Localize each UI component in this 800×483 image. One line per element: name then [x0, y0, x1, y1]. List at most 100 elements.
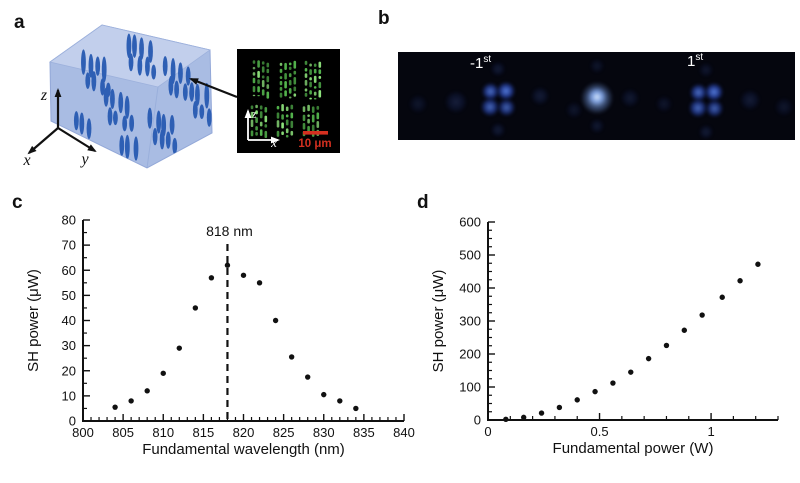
chi2-stripe: [304, 92, 308, 97]
chi2-stripe: [304, 79, 308, 86]
chi2-stripe: [293, 86, 297, 92]
chi2-stripe: [293, 76, 297, 85]
chi2-stripe: [257, 70, 260, 78]
poled-domains: [73, 33, 212, 161]
data-point: [272, 317, 279, 324]
diffraction-spot: [621, 89, 639, 107]
chi2-stripe: [259, 111, 263, 119]
domain-ellipse: [103, 87, 109, 107]
domain-ellipse: [73, 111, 79, 131]
x-axis-title: Fundamental wavelength (nm): [142, 441, 345, 458]
chi2-stripe: [307, 104, 310, 112]
chi2-stripe: [316, 112, 320, 120]
data-point: [610, 380, 616, 386]
domain-ellipse: [81, 49, 86, 75]
chi2-stripe: [293, 70, 297, 75]
domain-ellipse: [204, 82, 210, 109]
chi2-stripe: [259, 129, 263, 136]
domain-ellipse: [88, 53, 94, 78]
data-point: [337, 398, 343, 404]
y-tick-label: 60: [62, 263, 76, 278]
chi2-stripe: [264, 130, 268, 139]
data-point: [520, 414, 527, 421]
chi2-stripe: [264, 124, 268, 128]
chi2-stripe: [279, 86, 283, 91]
chi2-stripe: [261, 61, 265, 65]
diffraction-spot: [705, 83, 723, 101]
chi2-stripe: [309, 69, 312, 75]
data-point: [538, 410, 545, 416]
diffraction-spot: [740, 90, 760, 110]
domain-ellipse: [148, 40, 153, 63]
domain-ellipse: [126, 33, 132, 59]
zero-order-spot: [581, 82, 613, 114]
diffraction-spot: [481, 82, 499, 100]
chi2-stripe: [279, 80, 283, 86]
chi2-stripe: [284, 73, 287, 80]
chi2-stripe: [250, 130, 254, 137]
domain-ellipse: [152, 128, 158, 146]
y-tick-label: 30: [62, 338, 76, 353]
domain-ellipse: [95, 56, 101, 76]
diffraction-spot: [656, 96, 672, 112]
x-tick-label: 810: [152, 425, 174, 440]
chi2-stripe: [257, 95, 260, 97]
chi2-stripe: [288, 73, 292, 78]
x-tick-label: 0.5: [590, 424, 608, 439]
chi2-stripe: [304, 88, 308, 92]
y-tick-label: 40: [62, 313, 76, 328]
chi2-stripe: [255, 117, 258, 124]
diffraction-spot: [775, 98, 793, 116]
panel-c-label: c: [12, 192, 23, 213]
chi2-stripe: [290, 104, 294, 110]
inset-axis-z-label: z: [250, 106, 256, 121]
chi2-stripe: [288, 88, 292, 94]
y-tick-label: 50: [62, 288, 76, 303]
diffraction-spot: [409, 95, 427, 113]
y-axis-title: SH power (μW): [25, 269, 42, 372]
data-point: [681, 327, 688, 333]
chi2-stripe: [288, 79, 292, 86]
x-tick-label: 830: [313, 425, 335, 440]
chi2-stripe: [259, 121, 263, 127]
chi2-stripe: [288, 66, 292, 70]
chi2-stripe: [250, 111, 254, 119]
chi2-stripe: [318, 81, 322, 89]
data-point: [353, 405, 359, 412]
chi2-stripe: [302, 114, 306, 122]
diffraction-spot: [497, 82, 515, 100]
chi2-stripe: [261, 75, 265, 79]
chi2-stripe: [281, 104, 284, 112]
chi2-stripe: [252, 60, 256, 64]
domain-ellipse: [151, 64, 157, 80]
axis-y-arrow: [57, 127, 96, 152]
chi2-stripe: [302, 122, 306, 130]
chi2-stripe: [252, 72, 256, 76]
chi2-stripe: [250, 105, 254, 110]
domain-ellipse: [128, 53, 134, 72]
domain-ellipse: [79, 112, 85, 135]
chi2-stripe: [288, 62, 292, 66]
diffraction-spot: [531, 87, 549, 105]
chi2-stripe: [285, 114, 289, 118]
chi2-stripe: [318, 75, 322, 79]
chi2-stripe: [255, 126, 258, 131]
chi2-stripe: [285, 119, 289, 126]
inset-axis-x-arrow-head: [271, 136, 280, 144]
domain-ellipse: [206, 108, 212, 127]
axis-z-arrow-head: [54, 88, 62, 97]
scale-bar-label: 10 μm: [298, 138, 331, 150]
domain-ellipse: [192, 101, 198, 119]
chi2-stripe: [257, 60, 260, 68]
domain-ellipse: [162, 56, 168, 77]
chi2-stripe: [290, 120, 294, 129]
y-tick-label: 0: [69, 414, 76, 429]
data-point: [699, 312, 705, 318]
chi2-stripe: [285, 128, 289, 134]
y-tick-label: 80: [62, 213, 76, 228]
chi2-stripe: [279, 68, 283, 73]
data-point: [574, 397, 580, 403]
data-point: [556, 404, 563, 411]
y-tick-label: 0: [474, 413, 481, 428]
domain-ellipse: [110, 88, 115, 109]
